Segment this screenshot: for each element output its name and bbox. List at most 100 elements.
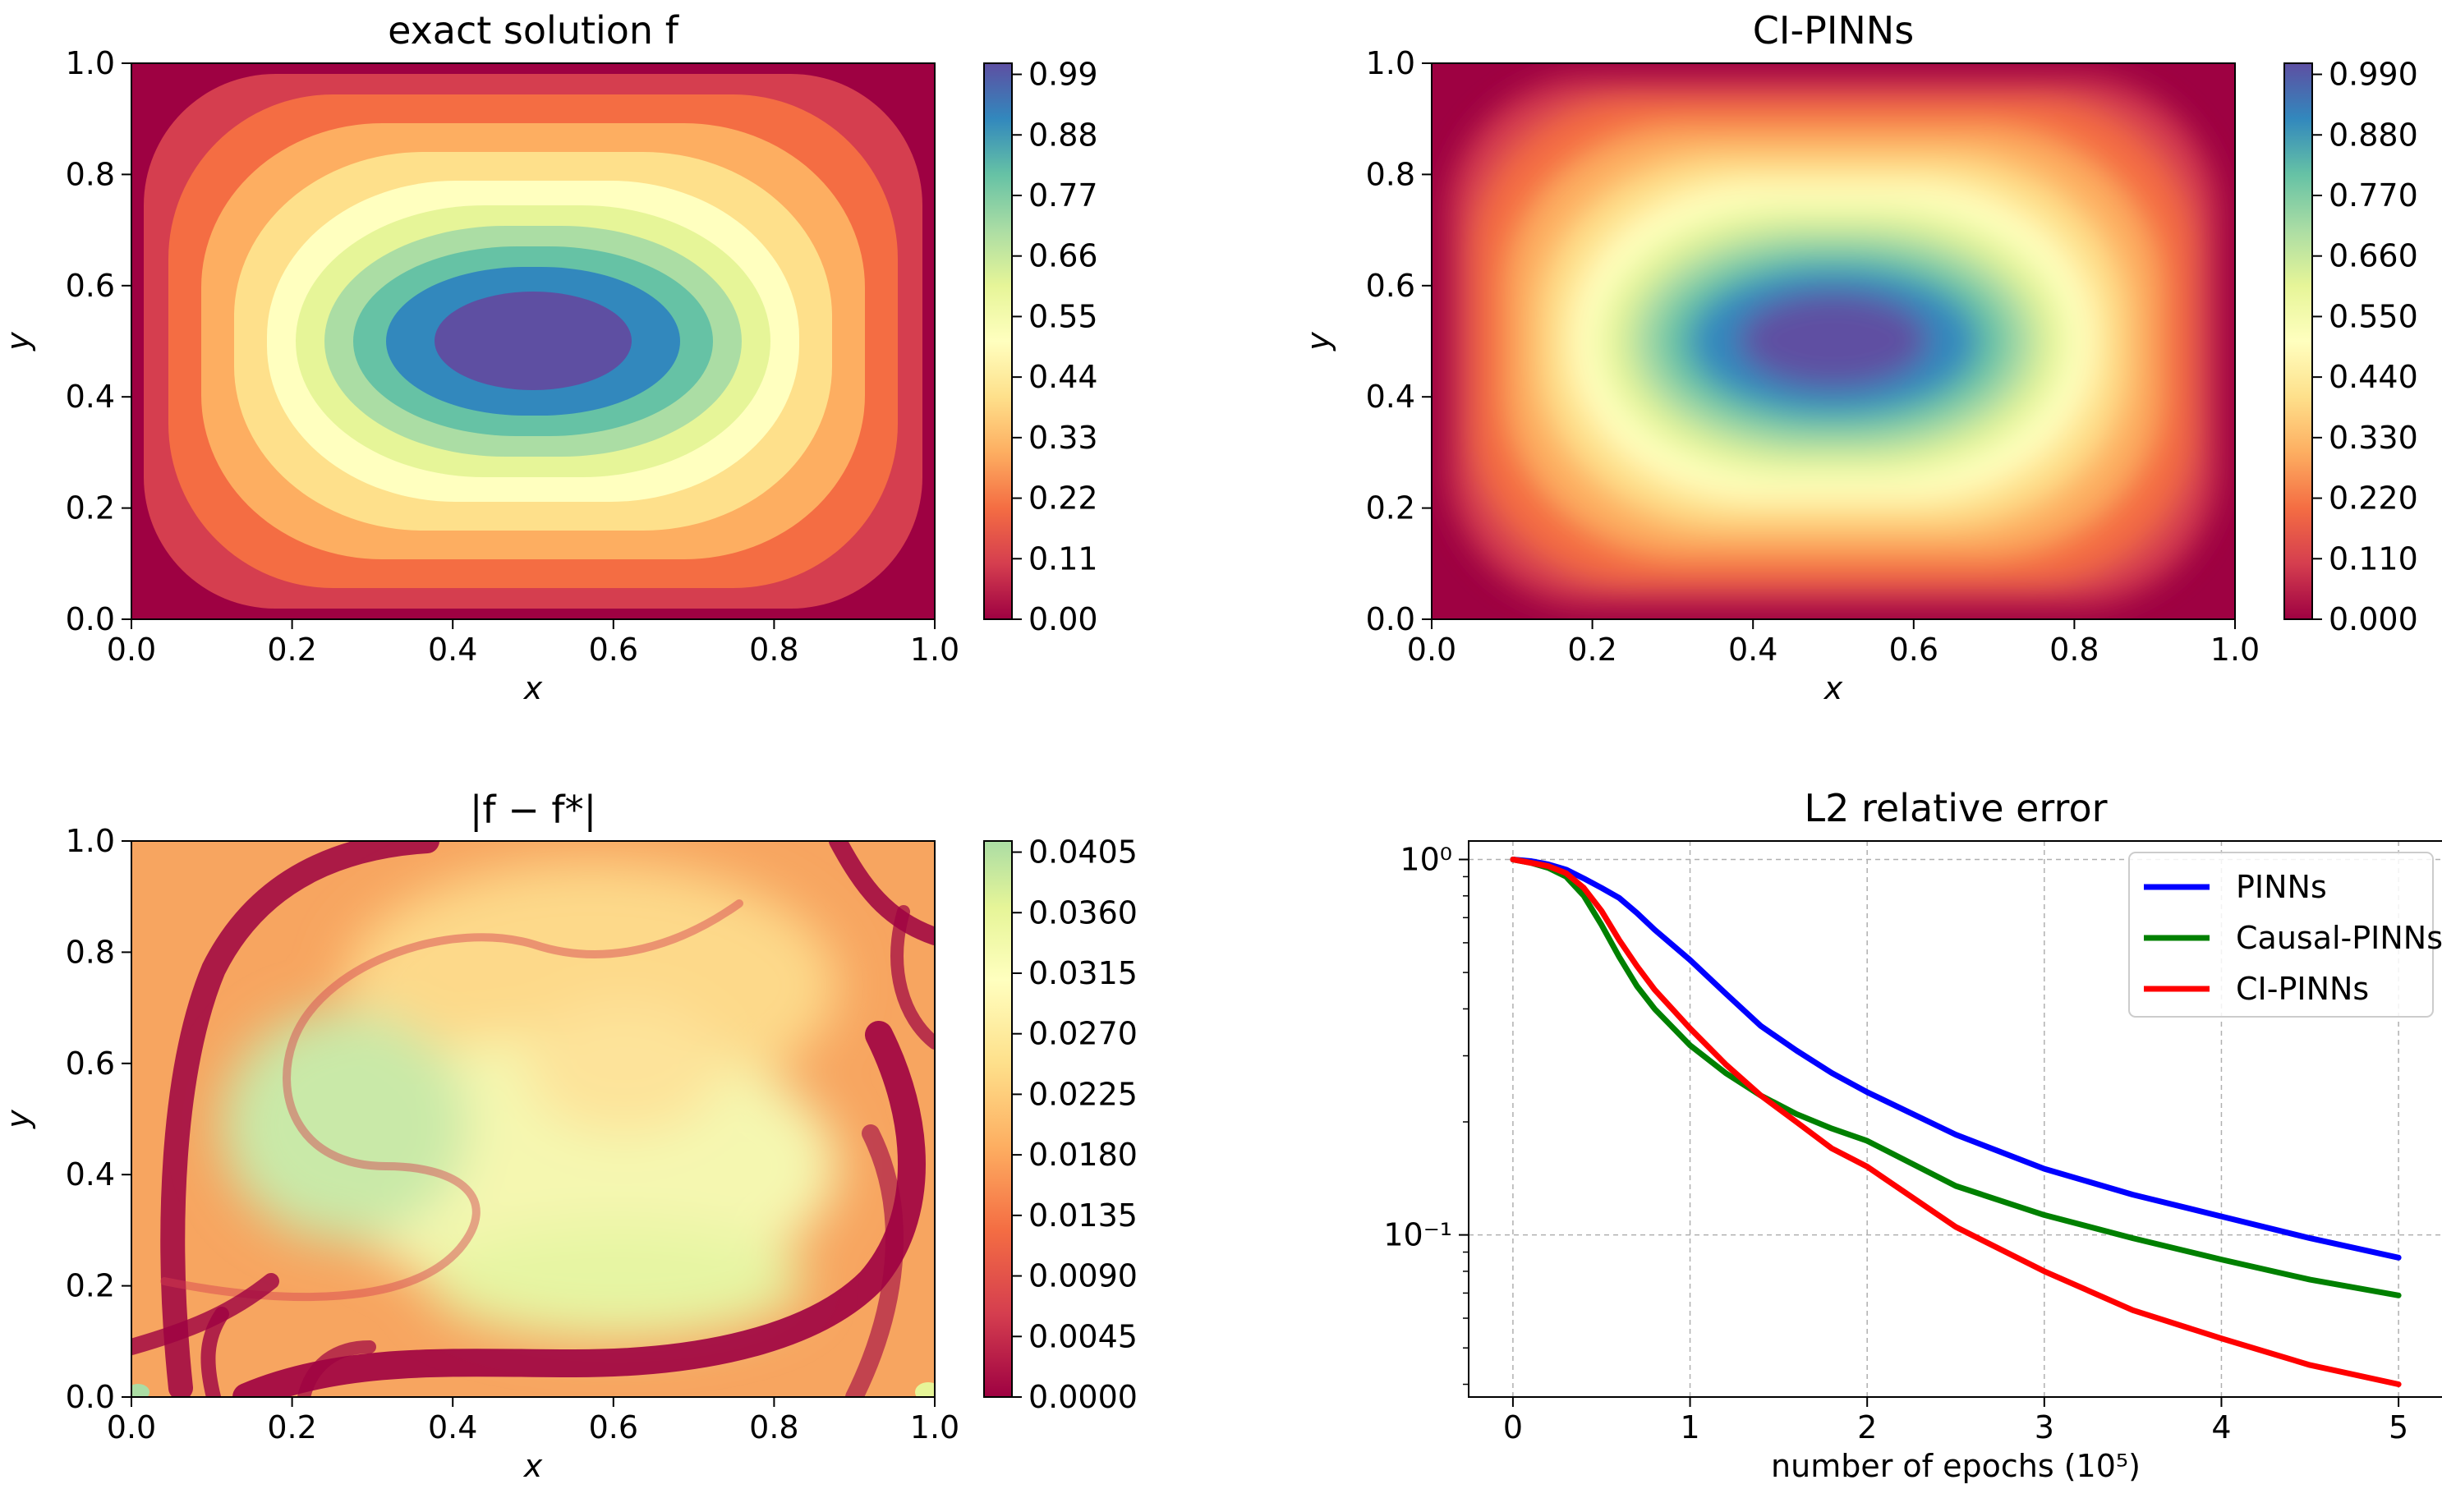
colorbar-tick-label: 0.11	[1028, 540, 1098, 577]
x-tick-label: 1.0	[910, 1409, 959, 1445]
y-tick-label: 0.2	[1366, 490, 1415, 526]
colorbar-a	[983, 62, 1013, 620]
y-tick-label: 0.2	[66, 490, 115, 526]
colorbar-tick-label: 0.990	[2329, 57, 2418, 93]
colorbar-tick-label: 0.33	[1028, 420, 1098, 456]
y-tick-label: 0.0	[66, 601, 115, 637]
x-tick-label: 0.4	[428, 1409, 477, 1445]
x-tick-label: 1.0	[910, 632, 959, 668]
x-tick-label: 0.0	[1407, 632, 1456, 668]
series-line-causal-pinns	[1510, 857, 2402, 1298]
colorbar-tick-label: 0.0090	[1028, 1258, 1138, 1294]
colorbar-tick-label: 0.0225	[1028, 1076, 1138, 1112]
panel-l2-error: 0 1 2 3 4 5 10⁰ 10⁻¹ number of epochs (10⁵) L2 re…	[1383, 786, 2442, 1484]
colorbar-tick-label: 0.99	[1028, 57, 1098, 93]
colorbar-tick-label: 0.0000	[1028, 1379, 1138, 1415]
y-tick-label: 0.2	[66, 1268, 115, 1304]
colorbar-tick-label: 0.0135	[1028, 1197, 1138, 1234]
colorbar-tick-label: 0.440	[2329, 359, 2418, 395]
colorbar-tick-label: 0.220	[2329, 480, 2418, 517]
x-tick-label: 0.2	[267, 632, 316, 668]
y-tick-label: 0.4	[66, 379, 115, 415]
y-tick-label: 0.6	[66, 1046, 115, 1082]
legend-box	[2128, 852, 2434, 1018]
colorbar-tick-label: 0.880	[2329, 117, 2418, 153]
y-axis-label: y	[1300, 332, 1336, 352]
colorbar-tick-label: 0.330	[2329, 420, 2418, 456]
colorbar-tick-label: 0.88	[1028, 117, 1098, 153]
colorbar-tick-label: 0.000	[2329, 601, 2418, 637]
colorbar-tick-label: 0.660	[2329, 238, 2418, 274]
colorbar-tick-label: 0.770	[2329, 177, 2418, 214]
heatmap-exact-solution-frame	[131, 62, 936, 620]
y-tick-label: 10⁰	[1400, 841, 1452, 877]
y-tick-label: 0.6	[1366, 268, 1415, 304]
x-tick-label: 3	[2035, 1409, 2054, 1445]
x-tick-label: 0.6	[589, 1409, 638, 1445]
x-axis-label: number of epochs (10⁵)	[1771, 1448, 2141, 1484]
x-tick-label: 2	[1857, 1409, 1877, 1445]
y-axis-label: y	[0, 332, 36, 352]
legend-label: PINNs	[2236, 869, 2327, 905]
y-tick-label: 0.8	[66, 934, 115, 970]
series-line-pinns	[1510, 857, 2402, 1261]
x-tick-label: 0.2	[267, 1409, 316, 1445]
panel-ci-pinns-axes: 0.0 0.2 0.4 0.6 0.8 1.0 0.0 0.2 0.4 0.6 0.8 1.0 x y CI…	[1300, 8, 2418, 706]
x-tick-label: 1	[1680, 1409, 1699, 1445]
x-axis-label: x	[523, 670, 543, 706]
y-tick-label: 0.0	[1366, 601, 1415, 637]
x-tick-label: 0.6	[589, 632, 638, 668]
colorbar-tick-label: 0.0315	[1028, 955, 1138, 991]
colorbar-tick-label: 0.66	[1028, 238, 1098, 274]
chart-title: CI-PINNs	[1753, 8, 1914, 53]
series-line-ci-pinns	[1510, 857, 2402, 1387]
colorbar-tick-label: 0.00	[1028, 601, 1098, 637]
chart-title: |f − f*|	[470, 788, 596, 833]
y-tick-label: 0.4	[1366, 379, 1415, 415]
colorbar-tick-label: 0.550	[2329, 298, 2418, 334]
x-axis-label: x	[1823, 670, 1843, 706]
y-tick-label: 0.0	[66, 1379, 115, 1415]
x-tick-label: 1.0	[2210, 632, 2260, 668]
x-tick-label: 0.0	[107, 632, 156, 668]
legend-label: CI-PINNs	[2236, 971, 2369, 1007]
colorbar-tick-label: 0.22	[1028, 480, 1098, 517]
colorbar-tick-label: 0.77	[1028, 177, 1098, 214]
x-tick-label: 0.4	[428, 632, 477, 668]
colorbar-tick-label: 0.0180	[1028, 1137, 1138, 1173]
panel-exact-solution-axes: 0.0 0.2 0.4 0.6 0.8 1.0 0.0 0.2 0.4 0.6 0.8 1.0 x y ex…	[0, 8, 1098, 706]
x-tick-label: 4	[2211, 1409, 2231, 1445]
heatmap-abs-error	[131, 841, 935, 1397]
colorbar-tick-label: 0.0360	[1028, 894, 1138, 931]
chart-title: exact solution f	[388, 8, 680, 53]
x-axis-label: x	[523, 1448, 543, 1484]
heatmap-ci-pinns	[1432, 63, 2235, 619]
colorbar-b	[2283, 62, 2313, 620]
heatmap-abs-error-frame	[131, 840, 936, 1398]
plot-frame	[1468, 840, 2442, 1398]
x-tick-label: 0.4	[1728, 632, 1777, 668]
heatmap-exact-solution	[131, 63, 935, 619]
colorbar-tick-label: 0.55	[1028, 298, 1098, 334]
y-tick-label: 1.0	[1366, 45, 1415, 81]
colorbar-c	[983, 840, 1013, 1398]
x-tick-label: 0.2	[1567, 632, 1617, 668]
heatmap-ci-pinns-frame	[1431, 62, 2236, 620]
colorbar-tick-label: 0.110	[2329, 540, 2418, 577]
x-tick-label: 0.0	[107, 1409, 156, 1445]
colorbar-tick-label: 0.0270	[1028, 1016, 1138, 1052]
colorbar-tick-label: 0.0045	[1028, 1318, 1138, 1354]
x-tick-label: 0.8	[2049, 632, 2099, 668]
x-tick-label: 0.8	[749, 632, 798, 668]
colorbar-tick-label: 0.0405	[1028, 834, 1138, 871]
y-tick-label: 10⁻¹	[1383, 1217, 1452, 1253]
x-tick-label: 0	[1503, 1409, 1523, 1445]
y-axis-label: y	[0, 1110, 36, 1129]
y-tick-label: 0.8	[1366, 156, 1415, 192]
x-tick-label: 0.6	[1889, 632, 1938, 668]
y-tick-label: 1.0	[66, 45, 115, 81]
x-tick-label: 5	[2389, 1409, 2408, 1445]
y-tick-label: 1.0	[66, 823, 115, 859]
colorbar-tick-label: 0.44	[1028, 359, 1098, 395]
